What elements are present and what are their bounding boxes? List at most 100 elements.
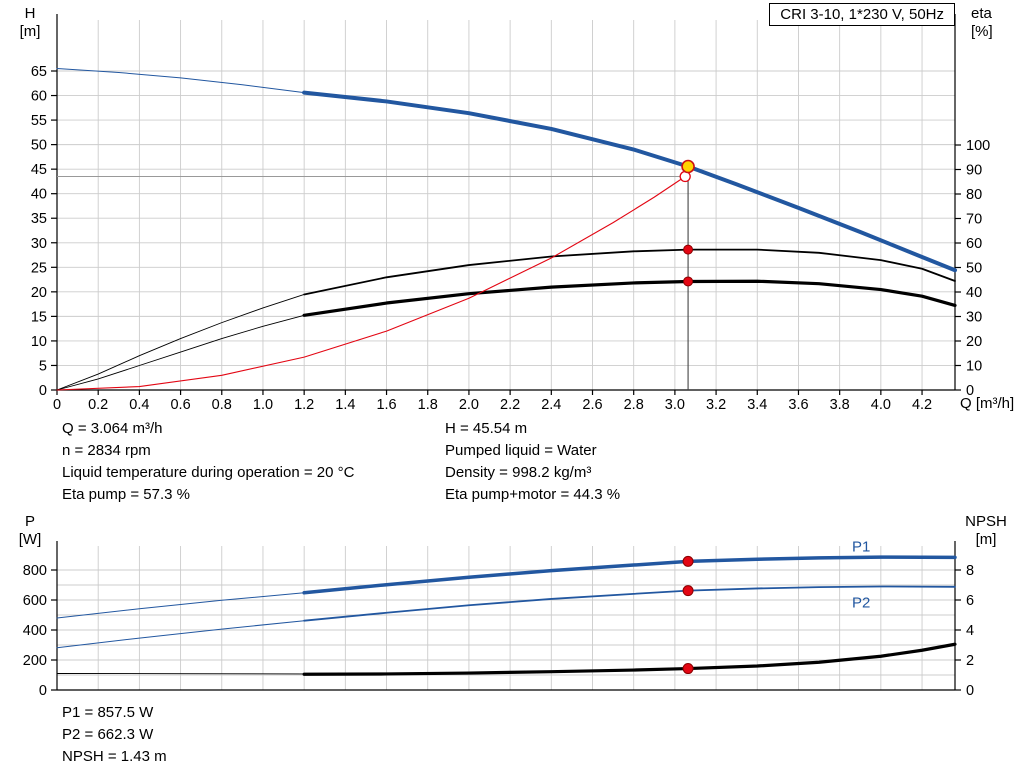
x-tick-label: 0: [53, 397, 61, 413]
right-tick-label: 0: [966, 683, 974, 699]
right-tick-label: 40: [966, 285, 982, 301]
x-tick-label: 1.8: [418, 397, 438, 413]
x-tick-label: 0.2: [88, 397, 108, 413]
info-line-eta-pump-motor: Eta pump+motor = 44.3 %: [445, 486, 621, 503]
p-axis-unit: [W]: [18, 531, 42, 548]
qh-curve: [302, 90, 957, 273]
x-tick-label: 3.0: [665, 397, 685, 413]
right-tick-label: 0: [966, 383, 974, 399]
left-tick-label: 20: [31, 285, 47, 301]
h-axis-unit: [m]: [19, 23, 41, 40]
duty-info-left: Q = 3.064 m³/h n = 2834 rpm Liquid tempe…: [62, 418, 354, 506]
right-tick-label: 30: [966, 310, 982, 326]
p1-curve-label: P1: [852, 538, 870, 555]
x-tick-label: 3.4: [747, 397, 767, 413]
h-axis-label: H [m]: [12, 5, 48, 41]
info-line-p2: P2 = 662.3 W: [62, 726, 154, 743]
p2-curve-lead: [56, 620, 305, 649]
info-line-h: H = 45.54 m: [445, 420, 528, 437]
duty-info-right: H = 45.54 m Pumped liquid = Water Densit…: [445, 418, 620, 506]
qh-eta-chart: 0 5 10 15 20 25 30 35 40 45 50 55 60 65 0 10 20 30 40 50 60 7…: [31, 14, 990, 413]
right-tick-label: 60: [966, 236, 982, 252]
right-tick-label: 6: [966, 593, 974, 609]
info-line-density: Density = 998.2 kg/m³: [445, 464, 592, 481]
left-tick-label: 40: [31, 187, 47, 203]
duty-point: [681, 159, 695, 174]
x-tick-label: 1.6: [376, 397, 396, 413]
left-tick-label: 45: [31, 162, 47, 178]
left-tick-label: 35: [31, 211, 47, 227]
x-tick-label: 0.6: [170, 397, 190, 413]
right-tick-label: 20: [966, 334, 982, 350]
eta-pump-motor-point: [683, 276, 694, 287]
model-title-box: CRI 3-10, 1*230 V, 50Hz: [769, 3, 955, 26]
q-axis-label: Q [m³/h]: [960, 395, 1015, 412]
x-tick-label: 1.2: [294, 397, 314, 413]
right-tick-label: 2: [966, 653, 974, 669]
left-tick-label: 25: [31, 260, 47, 276]
info-line-eta-pump: Eta pump = 57.3 %: [62, 486, 190, 503]
left-tick-label: 800: [23, 563, 47, 579]
npsh-axis-label: NPSH [m]: [958, 513, 1014, 549]
left-tick-label: 5: [39, 358, 47, 374]
left-tick-label: 0: [39, 683, 47, 699]
h-axis-symbol: H: [24, 5, 36, 22]
p1-point: [682, 555, 694, 567]
left-tick-label: 55: [31, 113, 47, 129]
x-tick-label: 2.0: [459, 397, 479, 413]
p-axis-symbol: P: [24, 513, 35, 530]
info-line-q: Q = 3.064 m³/h: [62, 420, 163, 437]
x-tick-label: 3.8: [830, 397, 850, 413]
x-tick-label: 4.0: [871, 397, 891, 413]
left-tick-label: 600: [23, 593, 47, 609]
p2-curve-label: P2: [852, 595, 870, 612]
eta-pump-motor-curve: [302, 279, 957, 317]
right-tick-label: 50: [966, 261, 982, 277]
system-curve: [56, 175, 686, 391]
p2-point: [682, 585, 694, 597]
right-tick-label: 10: [966, 359, 982, 375]
npsh-axis-symbol: NPSH: [965, 513, 1007, 530]
left-tick-label: 60: [31, 89, 47, 105]
right-tick-label: 90: [966, 163, 982, 179]
eta-pump-point: [683, 244, 694, 255]
right-tick-label: 100: [966, 138, 990, 154]
p1-curve-lead: [56, 592, 305, 619]
eta-axis-symbol: eta: [971, 5, 992, 22]
qh-curve-lead: [56, 68, 305, 94]
eta-axis-unit: [%]: [971, 23, 993, 40]
left-tick-label: 50: [31, 138, 47, 154]
x-tick-label: 2.4: [541, 397, 561, 413]
x-tick-label: 2.8: [624, 397, 644, 413]
x-tick-label: 1.0: [253, 397, 273, 413]
info-line-npsh: NPSH = 1.43 m: [62, 748, 167, 765]
x-tick-label: 4.2: [912, 397, 932, 413]
power-npsh-chart: 0 200 400 600 800 0 2 4 6 8 P1 P2: [23, 538, 974, 699]
npsh-axis-unit: [m]: [975, 531, 997, 548]
right-tick-label: 80: [966, 187, 982, 203]
left-tick-label: 65: [31, 64, 47, 80]
info-line-liquid: Pumped liquid = Water: [445, 442, 597, 459]
x-tick-label: 3.2: [706, 397, 726, 413]
npsh-curve: [302, 642, 957, 676]
left-tick-label: 200: [23, 653, 47, 669]
eta-pump-motor-curve-lead: [56, 314, 305, 391]
eta-pump-curve-lead: [56, 294, 305, 391]
x-tick-label: 1.4: [335, 397, 355, 413]
info-line-temperature: Liquid temperature during operation = 20…: [62, 464, 355, 481]
right-tick-label: 70: [966, 212, 982, 228]
right-tick-label: 4: [966, 623, 974, 639]
left-tick-label: 0: [39, 383, 47, 399]
p1-curve: [302, 555, 957, 595]
info-line-p1: P1 = 857.5 W: [62, 704, 154, 721]
left-tick-label: 30: [31, 236, 47, 252]
x-tick-label: 2.6: [582, 397, 602, 413]
npsh-point: [682, 663, 694, 675]
p2-curve: [303, 585, 956, 622]
x-tick-label: 3.6: [788, 397, 808, 413]
left-tick-label: 15: [31, 309, 47, 325]
x-tick-label: 2.2: [500, 397, 520, 413]
left-tick-label: 400: [23, 623, 47, 639]
power-info: P1 = 857.5 W P2 = 662.3 W NPSH = 1.43 m: [62, 702, 167, 768]
